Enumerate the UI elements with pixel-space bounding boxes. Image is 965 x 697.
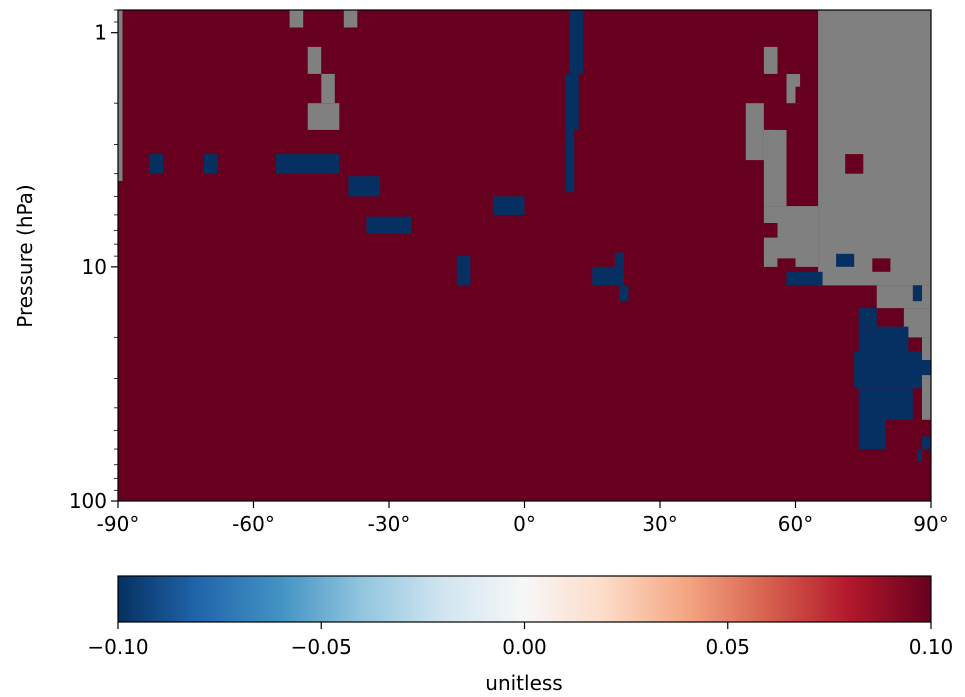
heatmap-cell	[203, 154, 218, 174]
missing-data-cell	[289, 10, 304, 28]
x-tick-label: -30°	[368, 512, 411, 536]
heatmap-cell	[922, 360, 931, 376]
colorbar-tick-label: 0.05	[705, 635, 750, 659]
missing-data-cell	[321, 73, 335, 104]
missing-data-cell	[922, 337, 931, 379]
x-tick-label: 0°	[513, 512, 536, 536]
heatmap-cell	[276, 154, 340, 174]
x-tick-label: 90°	[913, 512, 948, 536]
heatmap-cell	[456, 256, 471, 286]
heatmap-cells	[118, 10, 931, 462]
heatmap-plot-area	[118, 10, 931, 501]
x-tick-label: 60°	[778, 512, 813, 536]
heatmap-cell	[912, 285, 922, 302]
heatmap-cell	[795, 86, 805, 104]
y-axis-label: Pressure (hPa)	[13, 184, 37, 327]
missing-data-cell	[876, 285, 931, 309]
heatmap-cell	[777, 258, 796, 272]
colorbar: −0.10 −0.05 0.00 0.05 0.10 unitless	[87, 575, 953, 695]
x-tick-label: 30°	[642, 512, 677, 536]
missing-data-cell	[763, 129, 787, 207]
missing-data-cell	[818, 10, 931, 286]
colorbar-tick-label: −0.05	[291, 635, 352, 659]
heatmap-cell	[565, 73, 579, 130]
heatmap-cell	[809, 27, 818, 74]
colorbar-label: unitless	[485, 671, 562, 695]
y-axis-ticks: 1 10 100	[69, 21, 118, 513]
y-tick-label: 10	[82, 255, 107, 279]
heatmap-cell	[569, 10, 584, 74]
heatmap-cell	[763, 223, 778, 238]
heatmap-cell	[614, 252, 624, 267]
heatmap-cell	[836, 253, 855, 267]
missing-data-cell	[307, 103, 340, 130]
x-tick-label: -90°	[97, 512, 140, 536]
colorbar-tick-label: 0.00	[502, 635, 547, 659]
heatmap-cell	[565, 129, 575, 193]
heatmap-cell	[858, 388, 913, 420]
y-minor-ticks	[114, 9, 118, 491]
y-tick-label: 1	[94, 21, 107, 45]
heatmap-cell	[492, 196, 525, 215]
heatmap-cell	[366, 216, 412, 234]
heatmap-cell	[149, 154, 164, 174]
colorbar-ticks: −0.10 −0.05 0.00 0.05 0.10	[87, 622, 953, 659]
missing-data-cell	[307, 46, 322, 74]
heatmap-cell	[858, 308, 877, 327]
missing-data-cell	[763, 46, 778, 74]
heatmap-cell	[619, 285, 629, 302]
y-tick-label: 100	[69, 489, 107, 513]
heatmap-cell	[854, 351, 922, 389]
missing-data-cell	[118, 10, 123, 181]
missing-data-cell	[343, 10, 358, 28]
heatmap-cell	[922, 436, 931, 449]
heatmap-cell	[592, 266, 624, 286]
heatmap-cell	[786, 271, 823, 286]
missing-data-cell	[903, 308, 931, 338]
missing-data-cell	[922, 378, 931, 420]
heatmap-cell	[872, 258, 891, 272]
heatmap-cell	[917, 449, 922, 462]
colorbar-tick-label: 0.10	[909, 635, 954, 659]
heatmap-cell	[858, 326, 909, 352]
heatmap-cell	[858, 419, 886, 450]
heatmap-cell	[845, 154, 864, 174]
heatmap-cell	[348, 176, 380, 197]
x-axis-ticks: -90° -60° -30° 0° 30° 60° 90°	[97, 501, 949, 536]
heatmap-cell	[772, 92, 787, 130]
colorbar-gradient	[117, 575, 932, 623]
colorbar-tick-label: −0.10	[87, 635, 148, 659]
heatmap-cell	[786, 27, 810, 74]
missing-data-cell	[745, 103, 764, 161]
x-tick-label: -60°	[232, 512, 275, 536]
